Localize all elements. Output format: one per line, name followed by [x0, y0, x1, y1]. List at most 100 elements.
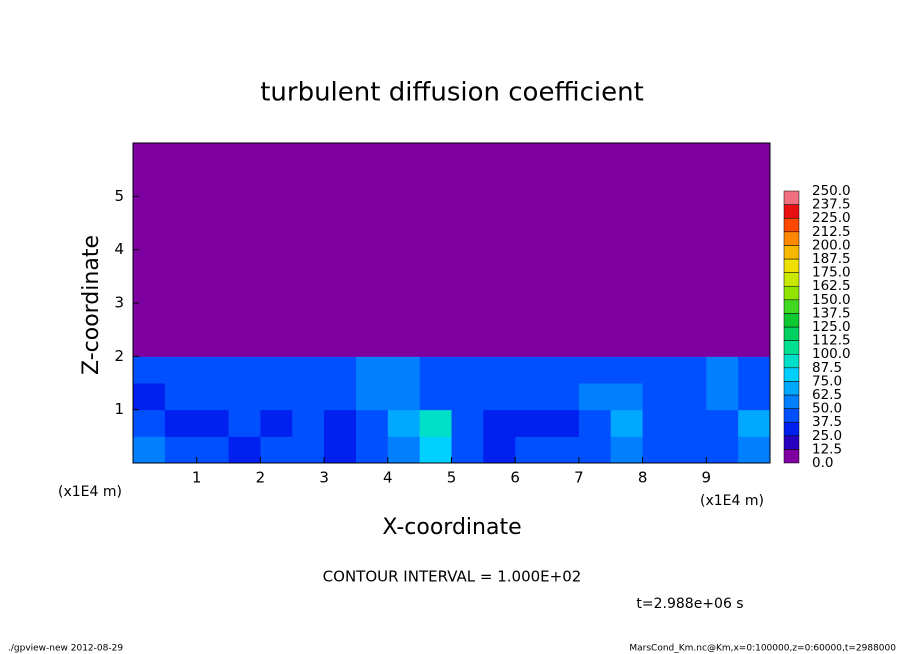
- colorbar-label: 87.5: [812, 360, 842, 376]
- x-tick-label: 7: [574, 469, 584, 487]
- cell: [228, 436, 261, 464]
- cell: [228, 383, 261, 411]
- colorbar-box: [783, 245, 800, 260]
- cell: [706, 409, 739, 437]
- colorbar-label: 250.0: [812, 183, 851, 199]
- cell: [164, 143, 198, 357]
- cell: [547, 143, 580, 357]
- colorbar-label: 175.0: [812, 265, 851, 281]
- cell: [515, 383, 548, 411]
- colorbar-label: 237.5: [812, 197, 851, 213]
- cell: [547, 436, 580, 464]
- colorbar-box: [783, 353, 800, 369]
- colorbar-label: 25.0: [812, 428, 842, 444]
- y-axis-label: Z-coordinate: [79, 235, 104, 375]
- cell: [578, 383, 612, 411]
- colorbar-label: 100.0: [812, 346, 851, 362]
- colorbar-label: 12.5: [812, 441, 842, 457]
- colorbar-label: 187.5: [812, 251, 851, 267]
- cell: [292, 143, 325, 357]
- cell: [547, 409, 580, 437]
- colorbar-box: [783, 326, 800, 341]
- cell: [324, 436, 357, 464]
- cell: [292, 409, 325, 437]
- colorbar-label: 0.0: [812, 455, 833, 471]
- cell: [133, 409, 166, 437]
- cell: [578, 143, 612, 357]
- cell: [451, 409, 484, 437]
- cell: [738, 383, 771, 411]
- cell: [642, 143, 675, 357]
- colorbar-box: [783, 272, 800, 287]
- colorbar-label: 50.0: [812, 401, 842, 417]
- colorbar-label: 150.0: [812, 292, 851, 308]
- chart-title: turbulent diffusion coefficient: [260, 78, 644, 108]
- colorbar-label: 112.5: [812, 333, 851, 349]
- cell: [260, 356, 293, 384]
- cell: [610, 383, 644, 411]
- y-tick-label: 5: [114, 187, 124, 205]
- x-unit-label: (x1E4 m): [58, 484, 122, 500]
- colorbar-box: [783, 231, 800, 246]
- cell: [451, 383, 484, 411]
- axes: 1 2 3 4 5 6 7 8 9123450.012.525.037.550.062.575.…: [114, 142, 851, 487]
- cell: [674, 383, 707, 411]
- cell: [355, 436, 389, 464]
- cell: [483, 143, 516, 357]
- colorbar-box: [783, 204, 800, 219]
- cell: [164, 436, 198, 464]
- cell: [292, 383, 325, 411]
- colorbar-box: [783, 217, 800, 233]
- colorbar-label: 37.5: [812, 414, 842, 430]
- cell: [196, 409, 230, 437]
- x-tick-label: 5: [447, 469, 457, 487]
- y-tick-label: 3: [114, 294, 124, 312]
- cell: [260, 383, 293, 411]
- x-tick-label: 9: [702, 469, 712, 487]
- cell: [260, 436, 293, 464]
- cell: [419, 409, 452, 437]
- cell: [196, 383, 230, 411]
- cell: [610, 143, 644, 357]
- cell: [578, 436, 612, 464]
- cell: [610, 356, 644, 384]
- footer-left: ./gpview-new 2012-08-29: [8, 644, 123, 654]
- cell: [483, 383, 516, 411]
- cell: [451, 143, 484, 357]
- cell: [324, 356, 357, 384]
- colorbar-box: [783, 408, 800, 423]
- cell: [260, 143, 293, 357]
- cell: [387, 356, 421, 384]
- cell: [324, 409, 357, 437]
- cell: [451, 356, 484, 384]
- cell: [547, 383, 580, 411]
- cell: [642, 409, 675, 437]
- colorbar-box: [783, 381, 800, 396]
- cell: [706, 356, 739, 384]
- x-tick-label: 2: [256, 469, 266, 487]
- cell: [451, 436, 484, 464]
- colorbar-box: [783, 435, 800, 450]
- colorbar-box: [783, 394, 800, 409]
- cell: [292, 436, 325, 464]
- cell: [515, 356, 548, 384]
- cell: [387, 436, 421, 464]
- cell: [419, 436, 452, 464]
- cell: [419, 383, 452, 411]
- cell: [292, 356, 325, 384]
- x-tick-label: 6: [510, 469, 520, 487]
- cell: [355, 356, 389, 384]
- cell: [674, 143, 707, 357]
- cell: [738, 143, 771, 357]
- cell: [355, 383, 389, 411]
- cell: [196, 143, 230, 357]
- cell: [547, 356, 580, 384]
- colorbar-box: [783, 190, 800, 205]
- x-axis-label: X-coordinate: [382, 515, 521, 540]
- cell: [164, 356, 198, 384]
- cell: [387, 383, 421, 411]
- cell: [196, 356, 230, 384]
- cell: [196, 436, 230, 464]
- cell: [133, 436, 166, 464]
